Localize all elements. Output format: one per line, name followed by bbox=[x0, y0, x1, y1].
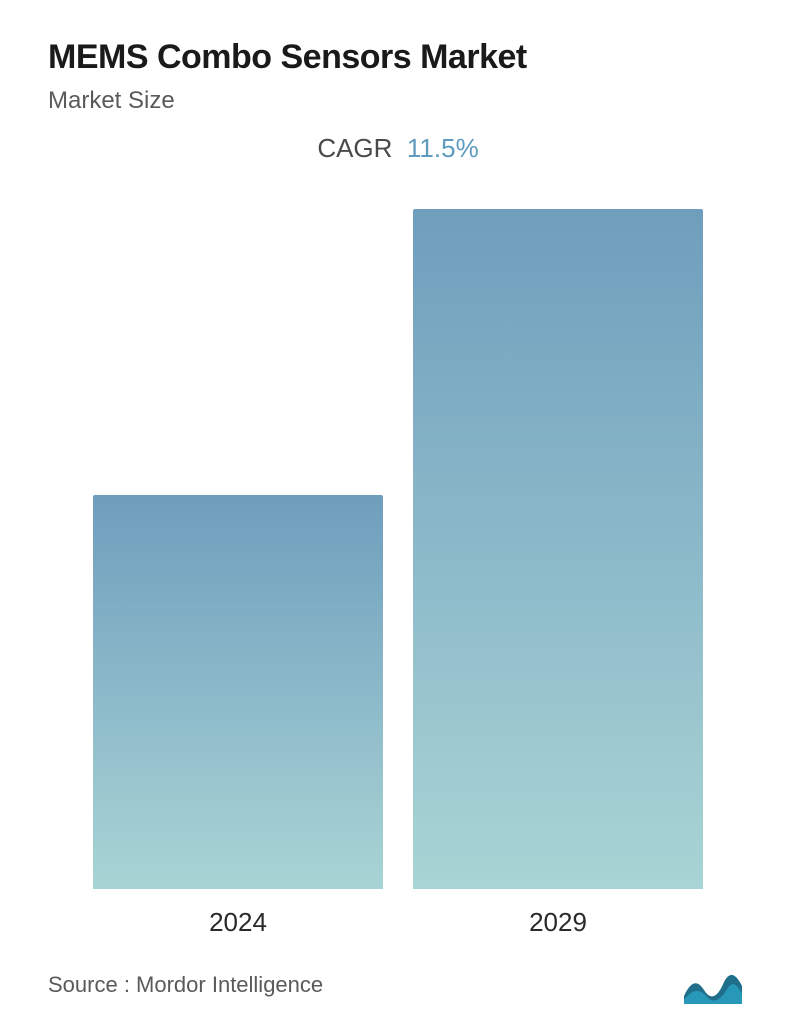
mordor-logo-icon bbox=[684, 966, 742, 1004]
cagr-label: CAGR bbox=[317, 133, 392, 163]
chart-footer: Source : Mordor Intelligence bbox=[48, 966, 748, 1004]
cagr-value: 11.5% bbox=[407, 133, 479, 163]
chart-plot-area: 2024 2029 bbox=[48, 194, 748, 938]
bar bbox=[93, 495, 383, 889]
chart-title: MEMS Combo Sensors Market bbox=[48, 38, 748, 77]
chart-container: MEMS Combo Sensors Market Market Size CA… bbox=[0, 0, 796, 1034]
bar-label: 2029 bbox=[529, 907, 587, 938]
bar-group: 2024 bbox=[93, 495, 383, 938]
bar bbox=[413, 209, 703, 889]
bar-group: 2029 bbox=[413, 209, 703, 938]
source-text: Source : Mordor Intelligence bbox=[48, 972, 323, 998]
chart-subtitle: Market Size bbox=[48, 87, 748, 115]
cagr-row: CAGR 11.5% bbox=[48, 133, 748, 164]
bar-label: 2024 bbox=[209, 907, 267, 938]
